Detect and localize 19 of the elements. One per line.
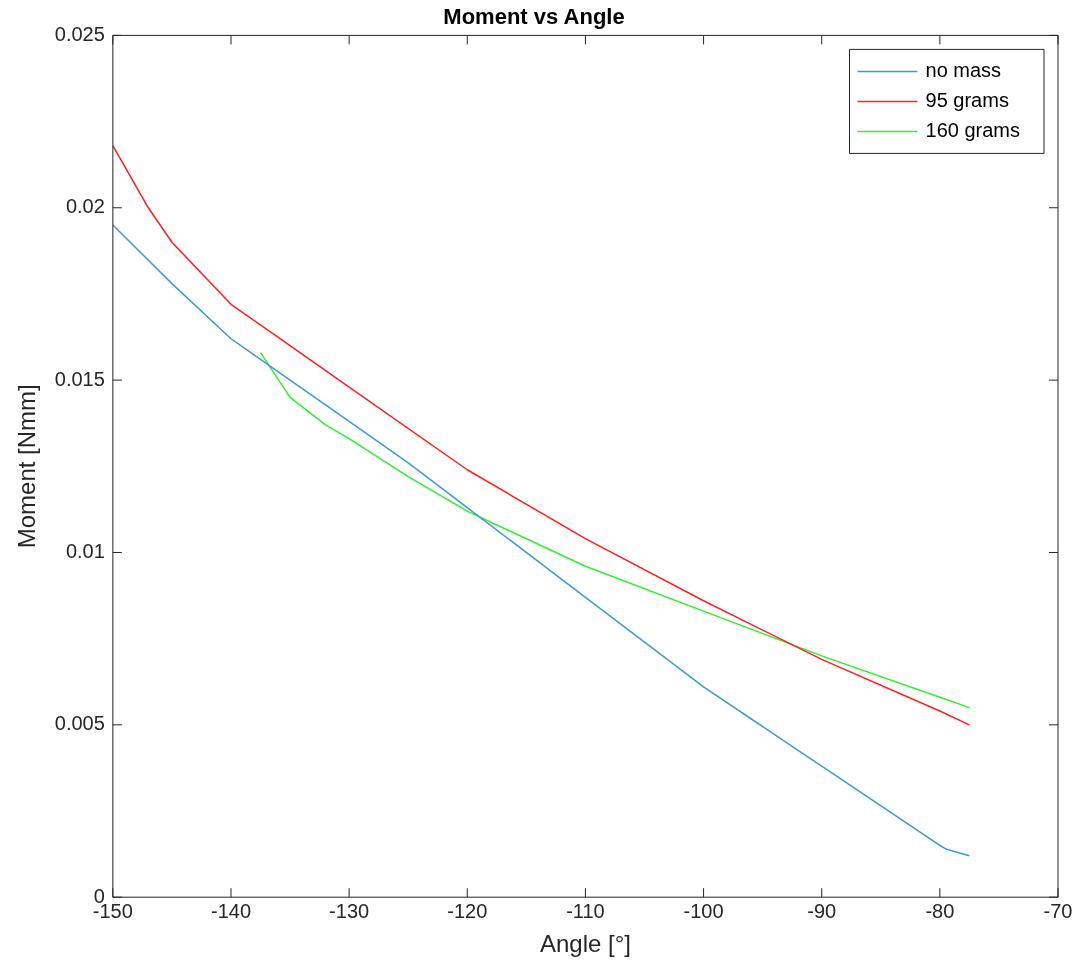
y-axis-title: Moment [Nmm] xyxy=(13,384,41,549)
y-tick-label: 0.025 xyxy=(54,22,105,45)
x-axis-title: Angle [°] xyxy=(539,930,631,958)
x-tick-label: -100 xyxy=(683,899,724,922)
y-tick-label: 0.01 xyxy=(65,540,105,562)
x-tick-label: -120 xyxy=(447,899,488,922)
x-tick-label: -110 xyxy=(566,899,605,922)
y-tick-label: 0.02 xyxy=(65,195,105,218)
y-tick-label: 0.005 xyxy=(54,712,105,735)
y-tick-label: 0.015 xyxy=(54,367,105,390)
x-tick-label: -90 xyxy=(807,899,837,922)
x-tick-label: -140 xyxy=(210,899,252,922)
x-tick-label: -70 xyxy=(1043,899,1073,922)
legend-label: no mass xyxy=(925,58,1002,81)
chart-title: Moment vs Angle xyxy=(443,4,625,30)
x-tick-label: -80 xyxy=(925,899,955,922)
legend-label: 95 grams xyxy=(925,88,1009,111)
legend-label: 160 grams xyxy=(925,118,1021,141)
x-tick-label: -130 xyxy=(329,899,370,922)
